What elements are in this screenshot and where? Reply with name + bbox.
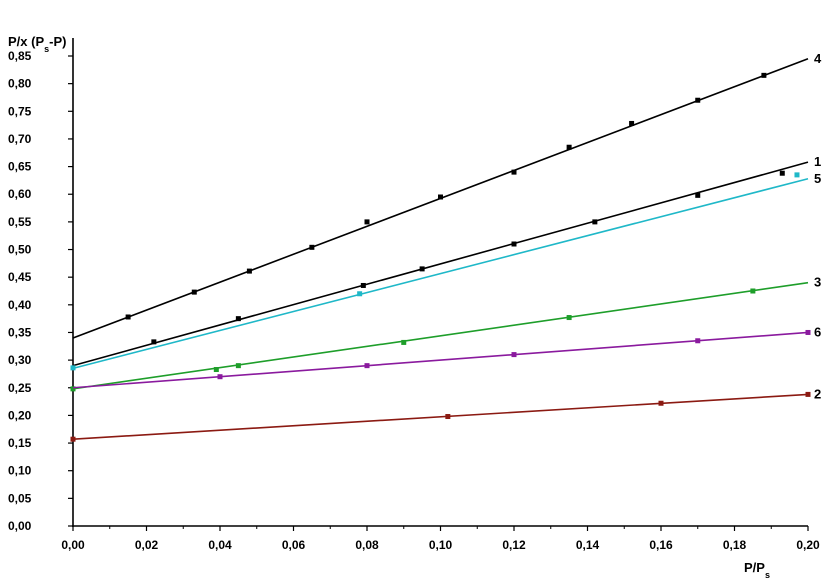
series-1: 1: [72, 154, 821, 367]
y-tick-label: 0,10: [8, 464, 32, 478]
x-axis-title-sub: s: [765, 570, 770, 580]
y-tick-label: 0,40: [8, 298, 32, 312]
y-tick-label: 0,05: [8, 491, 32, 505]
y-tick-label: 0,55: [8, 215, 32, 229]
series-5: 5: [70, 171, 821, 371]
data-point: [779, 170, 785, 176]
series-line-6: [72, 331, 809, 389]
y-axis-title-tail: -P): [49, 34, 66, 49]
x-tick-label: 0,04: [208, 538, 232, 552]
svg-text:P/x (Ps-P): P/x (Ps-P): [8, 34, 66, 54]
y-tick-label: 0,20: [8, 408, 32, 422]
svg-text:P/Ps: P/Ps: [744, 560, 770, 580]
series-line-3: [72, 281, 809, 390]
series-line-5: [72, 177, 809, 370]
series-4: 4: [72, 51, 822, 339]
data-point: [511, 169, 517, 175]
y-axis-title: P/x (Ps-P): [8, 34, 66, 54]
series-line-2: [72, 393, 809, 440]
series-label-3: 3: [814, 275, 821, 290]
data-point: [566, 315, 572, 321]
data-point: [695, 338, 701, 344]
y-ticks: 0,00 0,05 0,10 0,15 0,20 0,25 0,30 0,35 0,40 0,45…: [8, 49, 73, 533]
data-point: [213, 367, 219, 373]
data-point: [217, 374, 223, 380]
data-point: [761, 72, 767, 78]
series-label-2: 2: [814, 386, 821, 401]
data-point: [695, 192, 701, 198]
y-tick-label: 0,50: [8, 243, 32, 257]
x-tick-label: 0,18: [723, 538, 747, 552]
data-point: [125, 314, 131, 320]
x-tick-label: 0,00: [61, 538, 85, 552]
series-label-4: 4: [814, 51, 822, 66]
y-tick-label: 0,75: [8, 104, 32, 118]
y-tick-label: 0,15: [8, 436, 32, 450]
y-axis-title-main: P/x (P: [8, 34, 44, 49]
data-point: [750, 288, 756, 294]
data-point: [438, 194, 443, 200]
data-point: [70, 436, 76, 442]
y-tick-label: 0,80: [8, 77, 32, 91]
series-2: 2: [70, 386, 821, 442]
data-point: [360, 282, 366, 288]
data-point: [70, 386, 76, 392]
y-tick-label: 0,25: [8, 381, 32, 395]
series-label-1: 1: [814, 154, 821, 169]
data-point: [805, 391, 811, 397]
series-6: 6: [72, 324, 821, 389]
data-point: [566, 144, 572, 150]
data-point: [309, 244, 315, 250]
y-tick-label: 0,45: [8, 270, 32, 284]
y-tick-label: 0,85: [8, 49, 32, 63]
x-tick-label: 0,06: [282, 538, 306, 552]
data-point: [658, 400, 664, 406]
data-point: [419, 266, 425, 272]
y-axis-title-sub: s: [44, 44, 49, 54]
series-label-5: 5: [814, 171, 821, 186]
x-axis-title-main: P/P: [744, 560, 765, 575]
x-tick-label: 0,02: [135, 538, 159, 552]
y-tick-label: 0,35: [8, 325, 32, 339]
data-point: [805, 329, 811, 335]
data-point: [70, 365, 76, 371]
series-group: 4 1 5 3 6 2: [70, 51, 822, 442]
data-point: [357, 291, 363, 297]
y-tick-label: 0,30: [8, 353, 32, 367]
axes: [72, 38, 808, 527]
data-point: [592, 219, 598, 225]
data-point: [695, 97, 701, 103]
x-tick-label: 0,12: [502, 538, 526, 552]
x-tick-label: 0,20: [796, 538, 820, 552]
y-tick-label: 0,65: [8, 160, 32, 174]
series-3: 3: [70, 275, 821, 392]
x-tick-label: 0,10: [429, 538, 453, 552]
data-point: [364, 219, 370, 225]
x-ticks: 0,00 0,02 0,04 0,06 0,08 0,10 0,12 0,14 0,16 0,18…: [61, 526, 820, 552]
data-point: [794, 172, 800, 178]
y-tick-label: 0,70: [8, 132, 32, 146]
data-point: [235, 316, 241, 322]
series-label-6: 6: [814, 324, 821, 339]
x-tick-label: 0,16: [649, 538, 673, 552]
data-point: [364, 363, 370, 369]
series-line-1: [72, 161, 809, 367]
x-axis-title: P/Ps: [744, 560, 770, 580]
data-point: [511, 352, 517, 358]
data-point: [445, 414, 451, 420]
data-point: [246, 268, 252, 274]
data-point: [511, 241, 517, 247]
x-tick-label: 0,08: [355, 538, 379, 552]
data-point: [151, 339, 157, 345]
data-point: [629, 120, 635, 126]
data-point: [235, 363, 241, 369]
x-tick-label: 0,14: [576, 538, 600, 552]
data-point: [401, 339, 407, 345]
data-point: [191, 289, 197, 295]
y-tick-label: 0,60: [8, 187, 32, 201]
y-tick-label: 0,00: [8, 519, 32, 533]
